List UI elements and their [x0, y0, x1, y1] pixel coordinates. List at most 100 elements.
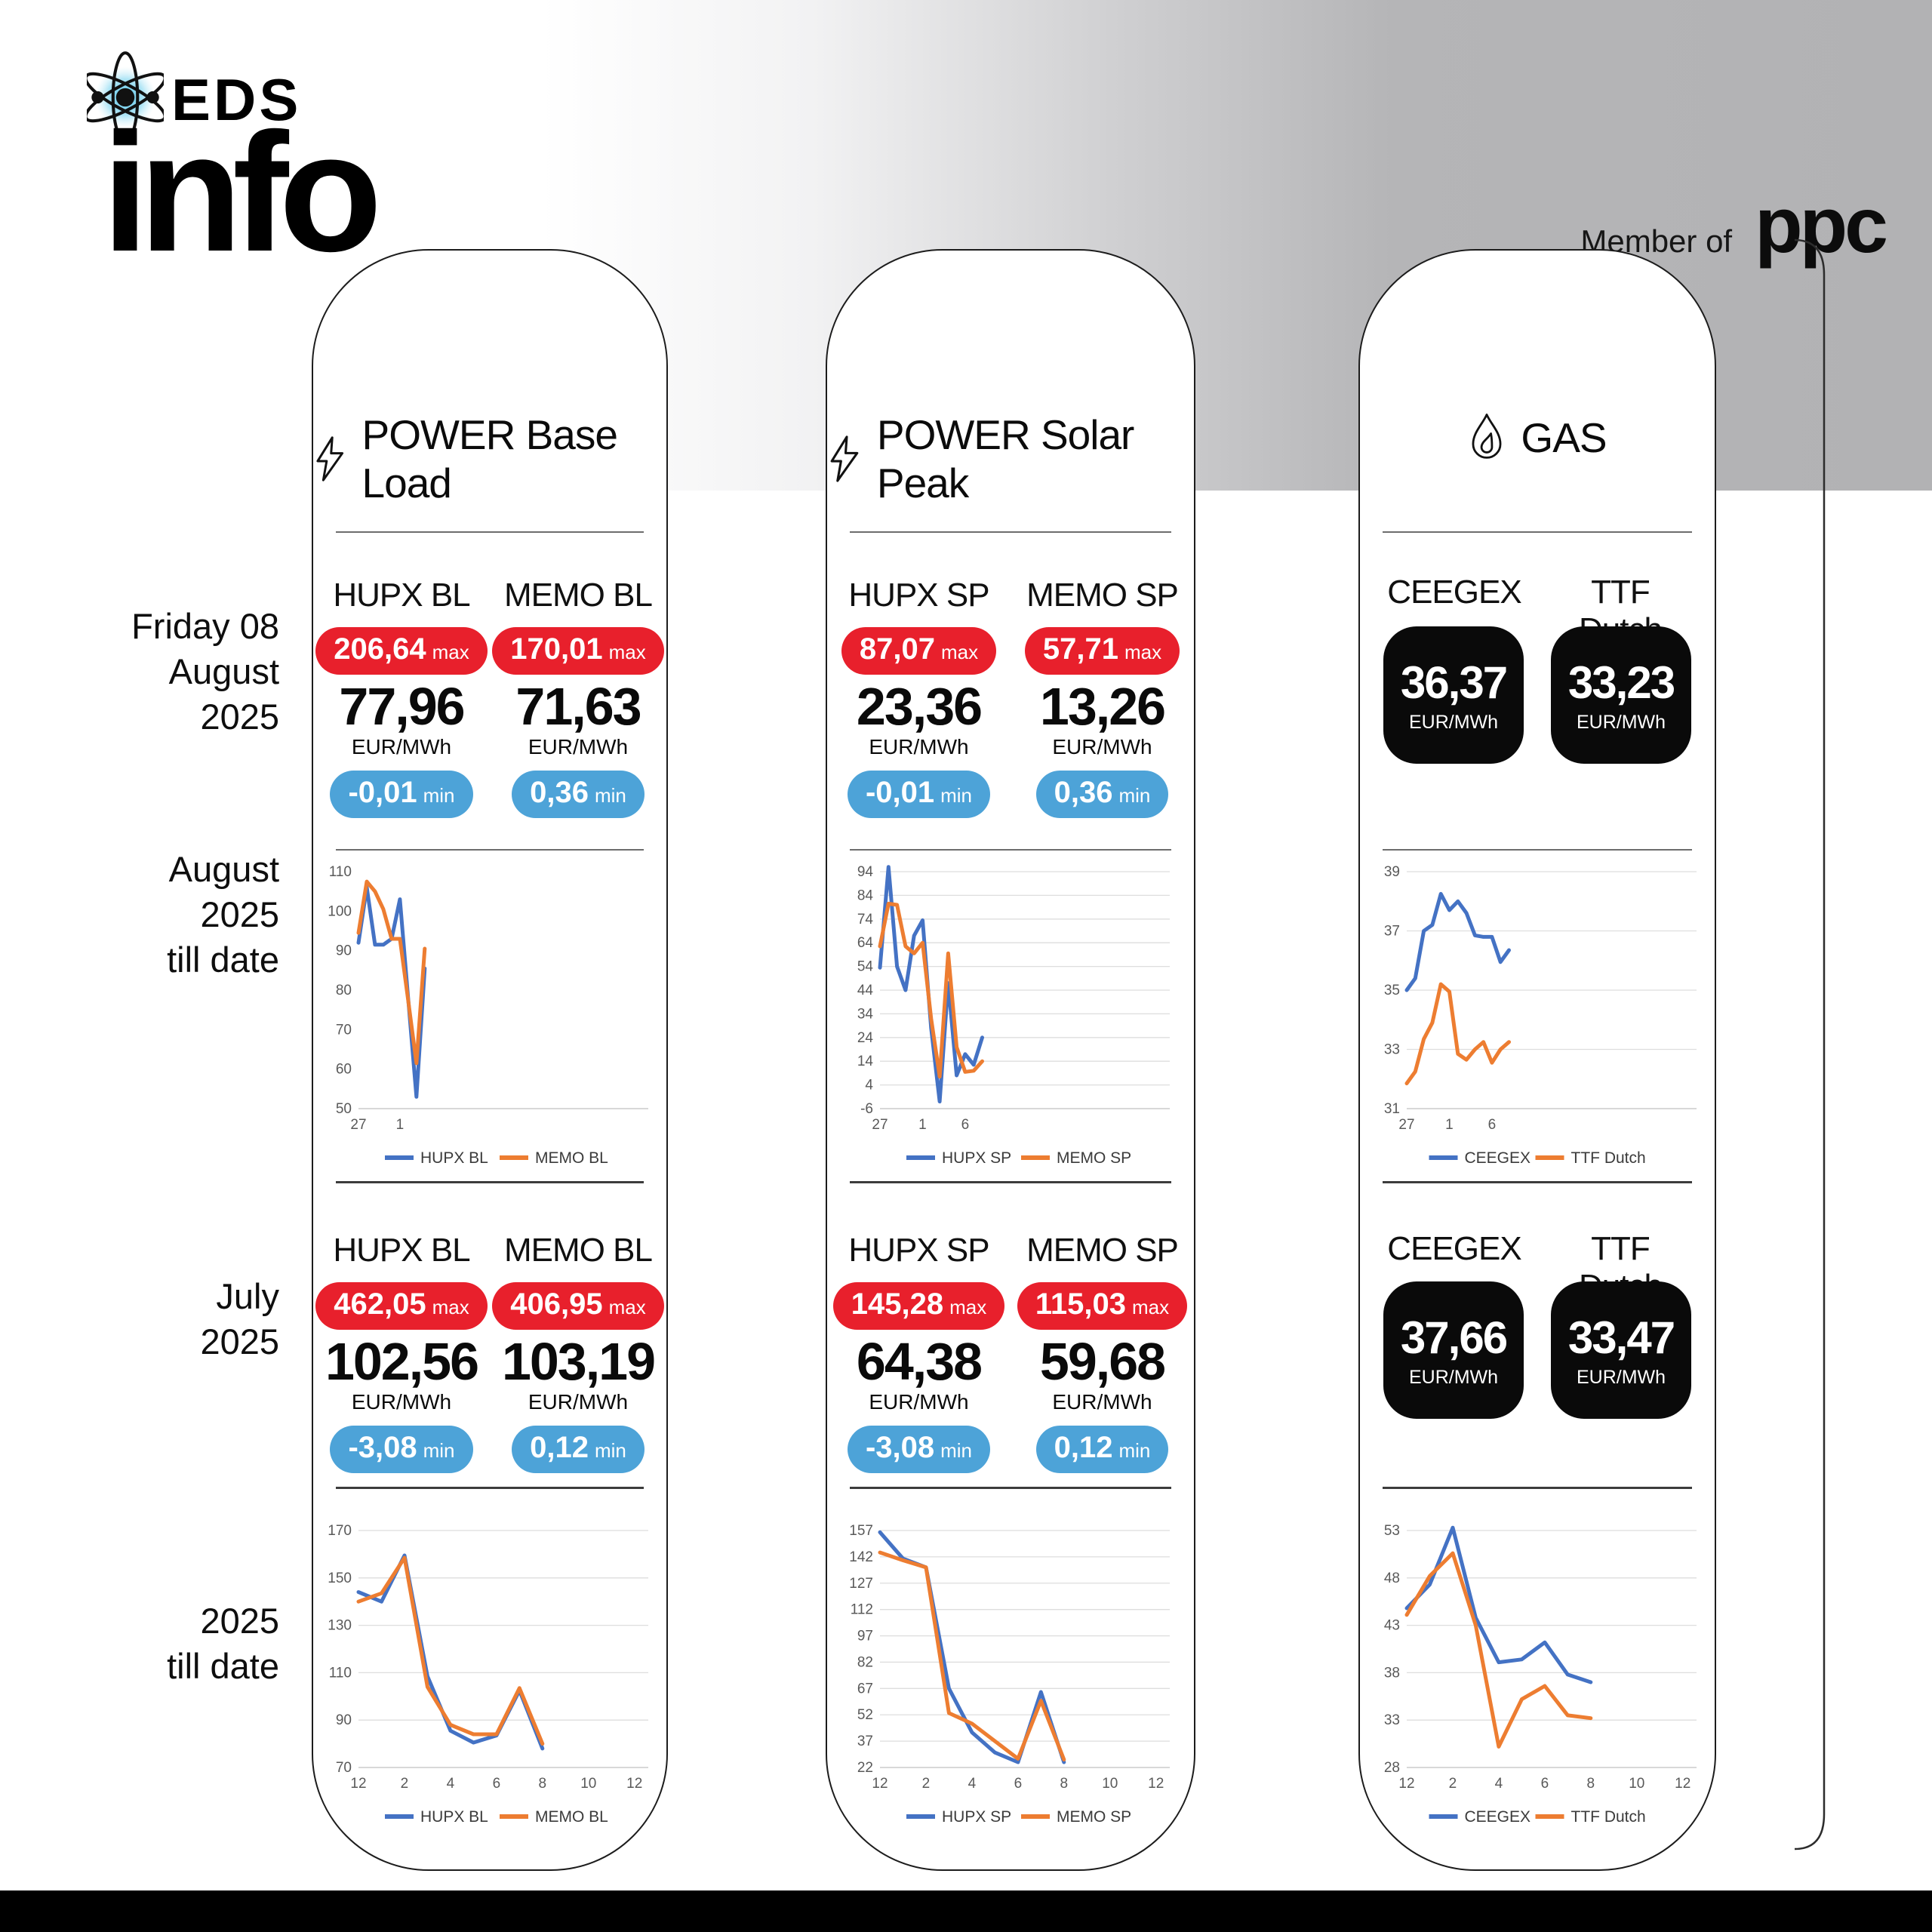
row-label-august-line1: August: [168, 849, 279, 889]
min-badge: 0,12 min: [1035, 1425, 1169, 1473]
svg-text:157: 157: [849, 1523, 873, 1539]
price-unit: EUR/MWh: [528, 1389, 629, 1414]
svg-text:1: 1: [918, 1117, 927, 1133]
svg-text:60: 60: [336, 1062, 352, 1078]
min-value: -3,08: [865, 1430, 935, 1464]
gas-label: CEEGEX: [1387, 1230, 1521, 1267]
price-value: 59,68: [1039, 1332, 1166, 1391]
max-value: 406,95: [510, 1287, 603, 1321]
lightning-icon: [316, 436, 344, 481]
gas-value: 33,23: [1567, 657, 1675, 708]
min-suffix: min: [594, 783, 626, 807]
card-power-solar-peak: POWER Solar Peak HUPX SP 87,07 max 23,36 …: [826, 249, 1195, 1871]
gas-value: 36,37: [1400, 657, 1508, 708]
gas-value: 37,66: [1400, 1312, 1508, 1363]
divider: [850, 849, 1171, 851]
card3-header: GAS: [1360, 411, 1715, 465]
svg-text:1: 1: [396, 1117, 405, 1133]
card1-daily-section: HUPX BL 206,64 max 77,96 EUR/MWh -0,01 min…: [313, 577, 666, 818]
max-suffix: max: [432, 1296, 469, 1318]
min-value: 0,36: [530, 775, 589, 809]
svg-text:CEEGEX: CEEGEX: [1465, 1808, 1531, 1826]
svg-text:67: 67: [857, 1681, 873, 1697]
price-col: MEMO SP 57,71 max 13,26 EUR/MWh 0,36 min: [1011, 577, 1194, 818]
svg-text:54: 54: [857, 959, 874, 975]
svg-text:2: 2: [1449, 1776, 1457, 1792]
svg-text:MEMO SP: MEMO SP: [1057, 1149, 1131, 1167]
min-suffix: min: [1118, 1438, 1151, 1462]
divider: [336, 1487, 644, 1489]
min-suffix: min: [423, 783, 455, 807]
price-label: MEMO SP: [1026, 577, 1179, 614]
svg-text:TTF Dutch: TTF Dutch: [1571, 1149, 1646, 1167]
max-suffix: max: [432, 641, 469, 663]
max-suffix: max: [1132, 1296, 1170, 1318]
price-unit: EUR/MWh: [1052, 734, 1152, 758]
svg-text:14: 14: [857, 1054, 874, 1069]
lightning-icon: [830, 435, 859, 482]
member-of-block: Member of ppc: [1580, 186, 1888, 265]
svg-text:37: 37: [1384, 924, 1400, 940]
svg-text:97: 97: [857, 1629, 873, 1644]
price-label: MEMO SP: [1026, 1232, 1179, 1269]
max-suffix: max: [940, 641, 979, 663]
divider: [1383, 531, 1692, 533]
svg-text:12: 12: [626, 1776, 642, 1792]
row-label-august: August 2025 till date: [30, 847, 279, 983]
svg-text:64: 64: [857, 935, 874, 951]
price-label: MEMO BL: [504, 1232, 653, 1269]
svg-text:27: 27: [1398, 1117, 1414, 1133]
svg-text:2: 2: [401, 1776, 409, 1792]
gas-label: CEEGEX: [1387, 574, 1521, 611]
price-label: HUPX SP: [848, 1232, 989, 1269]
max-value: 462,05: [334, 1287, 426, 1321]
svg-text:4: 4: [968, 1776, 977, 1792]
min-badge: -0,01 min: [330, 770, 473, 818]
card1-header: POWER Base Load: [313, 411, 666, 507]
price-col: MEMO BL 406,95 max 103,19 EUR/MWh 0,12 min: [490, 1232, 666, 1473]
svg-text:48: 48: [1384, 1571, 1400, 1586]
svg-text:6: 6: [961, 1117, 970, 1133]
divider: [850, 531, 1171, 533]
card-power-base-load: POWER Base Load HUPX BL 206,64 max 77,96 …: [312, 249, 668, 1871]
gas-price-tile: 36,37 EUR/MWh: [1383, 626, 1524, 764]
chart-power-sp-august: -6 4 14 24 34 44 54 64 74 84 94 27 1 6 HUPX SP MEMO SP: [857, 864, 1170, 1167]
max-badge: 206,64 max: [315, 627, 488, 675]
row-label-daily: Friday 08 August 2025: [30, 604, 279, 740]
price-col: MEMO BL 170,01 max 71,63 EUR/MWh 0,36 min: [490, 577, 666, 818]
svg-text:MEMO BL: MEMO BL: [535, 1149, 608, 1167]
footer-bar: [0, 1890, 1932, 1932]
svg-text:2: 2: [922, 1776, 931, 1792]
row-label-daily-line1: Friday 08: [131, 606, 279, 646]
svg-text:70: 70: [336, 1760, 352, 1776]
price-value: 64,38: [856, 1332, 983, 1391]
svg-text:90: 90: [336, 1712, 352, 1728]
card1-title: POWER Base Load: [361, 411, 618, 506]
svg-text:127: 127: [849, 1576, 873, 1592]
min-suffix: min: [1118, 783, 1151, 807]
price-col: HUPX SP 145,28 max 64,38 EUR/MWh -3,08 min: [827, 1232, 1011, 1473]
svg-text:10: 10: [1629, 1776, 1644, 1792]
svg-text:100: 100: [328, 903, 352, 919]
price-value: 77,96: [339, 677, 465, 736]
price-unit: EUR/MWh: [528, 734, 629, 758]
min-value: 0,12: [530, 1430, 589, 1464]
gas-unit: EUR/MWh: [1408, 712, 1499, 733]
row-label-daily-line3: 2025: [200, 697, 279, 737]
svg-text:84: 84: [857, 888, 874, 903]
svg-text:35: 35: [1384, 983, 1400, 998]
gas-monthly-tiles: 37,66 EUR/MWh 33,47 EUR/MWh: [1360, 1281, 1715, 1419]
svg-text:MEMO BL: MEMO BL: [535, 1808, 608, 1826]
card2-monthly-section: HUPX SP 145,28 max 64,38 EUR/MWh -3,08 min…: [827, 1232, 1194, 1473]
gas-value: 33,47: [1567, 1312, 1675, 1363]
max-badge: 406,95 max: [492, 1282, 664, 1330]
svg-text:6: 6: [1488, 1117, 1497, 1133]
svg-text:12: 12: [1398, 1776, 1414, 1792]
svg-text:52: 52: [857, 1707, 873, 1723]
card2-header: POWER Solar Peak: [827, 411, 1194, 507]
right-frame-line: [1794, 238, 1826, 1850]
min-value: -3,08: [348, 1430, 417, 1464]
svg-text:8: 8: [1587, 1776, 1595, 1792]
price-unit: EUR/MWh: [869, 1389, 969, 1414]
gas-unit: EUR/MWh: [1576, 1367, 1666, 1388]
